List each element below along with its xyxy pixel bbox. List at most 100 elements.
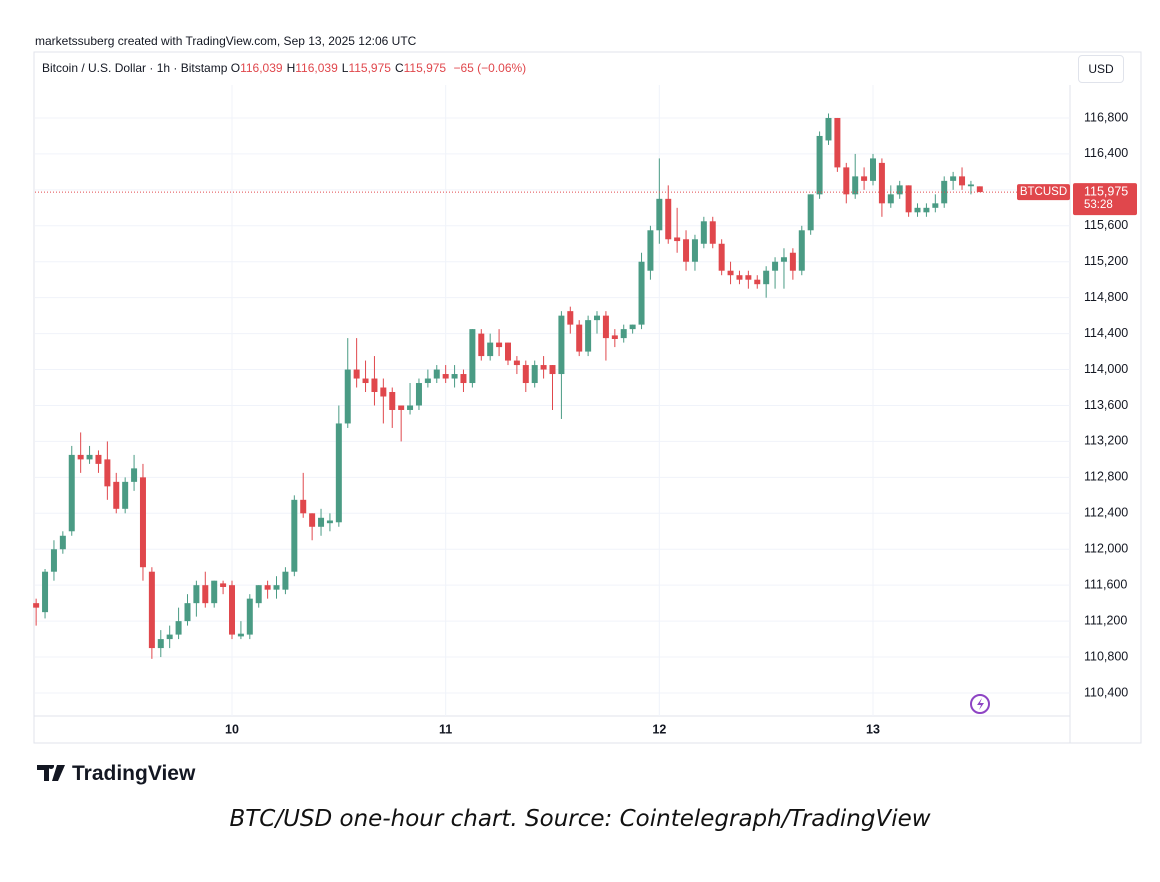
candle-body [424, 378, 431, 384]
y-tick-label: 112,800 [1084, 470, 1128, 484]
candle-body [504, 342, 511, 361]
candle-body [780, 257, 787, 262]
candle-body [683, 239, 690, 262]
ohlc-value: 116,039 [295, 61, 338, 75]
x-tick-label: 12 [652, 722, 666, 736]
candle-body [380, 387, 387, 397]
y-tick-label: 116,400 [1084, 146, 1128, 160]
x-tick-label: 10 [225, 722, 239, 736]
ohlc-key: H [286, 61, 296, 75]
x-tick-label: 13 [866, 722, 880, 736]
candle-body [496, 342, 503, 348]
y-tick-label: 113,200 [1084, 434, 1128, 448]
candle-body [967, 184, 974, 187]
price-tag-bg [1073, 183, 1137, 216]
candle-body [602, 315, 609, 339]
candle-body [772, 261, 779, 271]
candle-body [691, 239, 698, 262]
candle-body [620, 329, 627, 339]
symbol: Bitcoin / U.S. Dollar · 1h · Bitstamp [42, 61, 228, 75]
y-tick-label: 116,800 [1084, 110, 1128, 124]
ohlc: O116,039 H116,039 L115,975 C115,975 [231, 61, 450, 75]
candle-body [852, 176, 859, 195]
candle-body [816, 135, 823, 195]
candle-body [932, 203, 939, 208]
candle-body [433, 369, 440, 379]
candle-body [656, 198, 663, 231]
countdown: 53:28 [1084, 199, 1113, 211]
grid [35, 85, 1070, 716]
candle-body [763, 270, 770, 285]
candle-body [923, 207, 930, 213]
candle-body [68, 454, 75, 532]
y-tick-label: 115,200 [1084, 254, 1128, 268]
currency-button[interactable]: USD [1078, 55, 1124, 83]
candle-body [549, 365, 556, 375]
candle-body [148, 571, 155, 649]
symbol-legend: Bitcoin / U.S. Dollar · 1h · Bitstamp O 1… [42, 61, 526, 75]
candle-body [718, 243, 725, 271]
candle-body [184, 603, 191, 622]
ohlc-key: O [230, 61, 241, 75]
candle-body [407, 405, 414, 410]
y-tick-label: 114,000 [1084, 362, 1128, 376]
candle-body [674, 237, 681, 242]
candle-body [959, 176, 966, 186]
candle-body [104, 459, 111, 487]
candle-body [442, 374, 449, 379]
candle-body [398, 405, 405, 410]
candle-body [113, 481, 120, 509]
candle-body [878, 162, 885, 204]
assistant-icon[interactable] [970, 694, 990, 714]
candle-body [700, 221, 707, 244]
candle-body [834, 117, 841, 168]
candle-body [647, 230, 654, 271]
candle-body [291, 499, 298, 572]
logo: TradingView [72, 762, 196, 785]
candle-body [869, 158, 876, 181]
y-tick-label: 113,600 [1084, 398, 1128, 412]
candle-body [754, 279, 761, 285]
candle-body [389, 392, 396, 410]
candle-body [513, 360, 520, 366]
logo-mark [37, 765, 65, 781]
candle-body [175, 621, 182, 635]
x-tick-label: 11 [439, 722, 452, 736]
candle-body [487, 342, 494, 357]
candle-body [736, 275, 743, 280]
candle-body [264, 585, 271, 590]
candle-body [59, 535, 66, 550]
credit: marketssuberg created with TradingView.c… [35, 34, 417, 48]
assistant-bolt [977, 698, 984, 710]
candle-body [478, 333, 485, 357]
candle-body [282, 571, 289, 590]
price-tag: 115,975 [1084, 184, 1128, 198]
candle-body [887, 194, 894, 204]
candle-body [211, 580, 218, 604]
candle-body [567, 311, 574, 325]
candle-body [229, 585, 236, 635]
candle-body [709, 221, 716, 244]
candle-body [540, 365, 547, 370]
candle-body [798, 230, 805, 271]
candle-body [318, 517, 325, 527]
candle-body [531, 365, 538, 384]
change: −65 (−0.06%) [453, 61, 527, 75]
candle-body [861, 176, 868, 181]
candle-body [371, 378, 378, 393]
candle-body [638, 261, 645, 325]
candle-body [255, 585, 262, 604]
candle-body [300, 499, 307, 514]
candle-body [246, 598, 253, 635]
y-tick-label: 114,800 [1084, 290, 1128, 304]
candle-body [665, 198, 672, 240]
y-tick-label: 111,200 [1084, 613, 1127, 627]
caption: BTC/USD one-hour chart. Source: Cointele… [229, 806, 931, 832]
candle-body [237, 633, 244, 637]
candle-body [451, 374, 458, 379]
candle-body [273, 585, 280, 590]
ohlc-value: 115,975 [403, 61, 447, 75]
candle-body [629, 324, 636, 330]
candle-body [139, 477, 146, 568]
